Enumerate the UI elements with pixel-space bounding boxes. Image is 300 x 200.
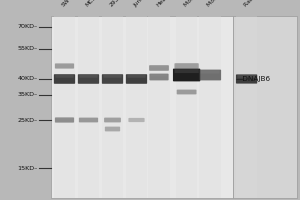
FancyBboxPatch shape bbox=[56, 64, 73, 66]
Bar bbox=[148, 16, 170, 198]
Text: 25KD–: 25KD– bbox=[17, 117, 38, 122]
Bar bbox=[54, 16, 75, 198]
FancyBboxPatch shape bbox=[54, 74, 75, 84]
Text: 293T: 293T bbox=[109, 0, 123, 8]
Bar bbox=[126, 16, 147, 198]
Text: 40KD–: 40KD– bbox=[17, 76, 38, 82]
FancyBboxPatch shape bbox=[103, 75, 122, 78]
Text: Mouse brain: Mouse brain bbox=[206, 0, 236, 8]
FancyBboxPatch shape bbox=[149, 65, 169, 71]
Bar bbox=[51, 16, 232, 198]
FancyBboxPatch shape bbox=[102, 74, 123, 84]
Text: HeLa: HeLa bbox=[155, 0, 170, 8]
FancyBboxPatch shape bbox=[78, 74, 99, 84]
FancyBboxPatch shape bbox=[173, 69, 200, 81]
FancyBboxPatch shape bbox=[236, 74, 257, 84]
FancyBboxPatch shape bbox=[176, 64, 197, 66]
Bar bbox=[102, 16, 123, 198]
FancyBboxPatch shape bbox=[151, 74, 167, 76]
FancyBboxPatch shape bbox=[79, 118, 98, 122]
Bar bbox=[236, 16, 257, 198]
FancyBboxPatch shape bbox=[238, 75, 256, 78]
FancyBboxPatch shape bbox=[80, 118, 97, 120]
FancyBboxPatch shape bbox=[151, 66, 167, 68]
FancyBboxPatch shape bbox=[130, 118, 143, 120]
FancyBboxPatch shape bbox=[105, 127, 120, 131]
Text: MCF7: MCF7 bbox=[85, 0, 100, 8]
Text: SW480: SW480 bbox=[61, 0, 79, 8]
FancyBboxPatch shape bbox=[149, 74, 169, 80]
Text: —DNAJB6: —DNAJB6 bbox=[236, 76, 271, 82]
Text: Jurkat: Jurkat bbox=[133, 0, 149, 8]
FancyBboxPatch shape bbox=[175, 63, 199, 69]
Text: 15KD–: 15KD– bbox=[17, 166, 38, 170]
FancyBboxPatch shape bbox=[106, 118, 119, 120]
FancyBboxPatch shape bbox=[126, 74, 147, 84]
Text: Mouse testis: Mouse testis bbox=[183, 0, 214, 8]
Bar bbox=[199, 16, 221, 198]
FancyBboxPatch shape bbox=[56, 75, 74, 78]
Bar bbox=[176, 16, 197, 198]
FancyBboxPatch shape bbox=[200, 70, 220, 73]
FancyBboxPatch shape bbox=[178, 90, 195, 92]
Text: Rat brain: Rat brain bbox=[243, 0, 266, 8]
FancyBboxPatch shape bbox=[55, 117, 74, 123]
FancyBboxPatch shape bbox=[177, 90, 196, 94]
Text: 70KD–: 70KD– bbox=[17, 24, 38, 29]
FancyBboxPatch shape bbox=[55, 63, 74, 69]
FancyBboxPatch shape bbox=[199, 70, 221, 80]
FancyBboxPatch shape bbox=[56, 118, 73, 120]
FancyBboxPatch shape bbox=[127, 75, 146, 78]
Text: 35KD–: 35KD– bbox=[17, 92, 38, 98]
FancyBboxPatch shape bbox=[175, 69, 199, 73]
FancyBboxPatch shape bbox=[104, 118, 121, 122]
FancyBboxPatch shape bbox=[128, 118, 145, 122]
Bar bbox=[78, 16, 99, 198]
FancyBboxPatch shape bbox=[79, 75, 98, 78]
FancyBboxPatch shape bbox=[106, 127, 119, 129]
Bar bbox=[232, 16, 297, 198]
Text: 55KD–: 55KD– bbox=[17, 46, 38, 51]
